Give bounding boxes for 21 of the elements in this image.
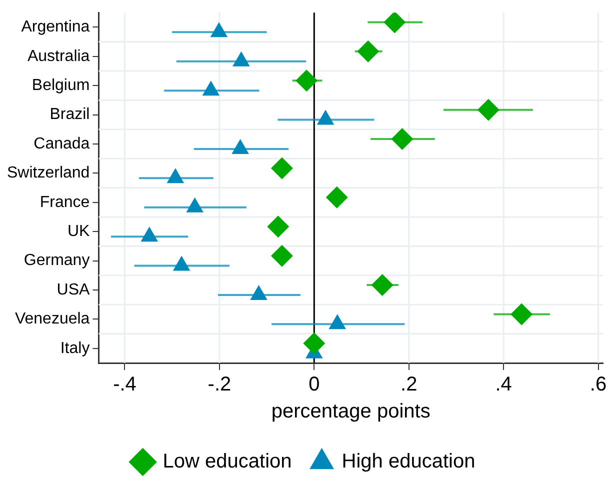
y-tick-label: Argentina <box>21 18 90 36</box>
y-tick-label: Switzerland <box>7 164 90 182</box>
legend-label: Low education <box>162 450 292 473</box>
x-tick-label: .4 <box>495 374 512 396</box>
legend-label: High education <box>342 450 476 473</box>
y-tick-label: Venezuela <box>14 310 90 328</box>
x-tick-label: .6 <box>590 374 607 396</box>
y-tick-label: Canada <box>34 135 90 152</box>
y-tick-label: Brazil <box>50 106 90 124</box>
y-tick-label: UK <box>67 223 90 240</box>
x-tick-label: -.4 <box>113 374 136 396</box>
y-tick-label: Italy <box>60 340 90 357</box>
y-tick-label: USA <box>56 281 90 298</box>
x-tick-label: .2 <box>400 374 418 396</box>
y-tick-label: France <box>40 194 90 211</box>
y-tick-label: Germany <box>24 252 90 270</box>
y-tick-label: Belgium <box>32 77 90 94</box>
x-axis-title: percentage points <box>271 400 430 423</box>
x-tick-label: 0 <box>308 374 320 396</box>
y-tick-label: Australia <box>27 48 90 65</box>
x-tick-label: -.2 <box>208 374 232 396</box>
